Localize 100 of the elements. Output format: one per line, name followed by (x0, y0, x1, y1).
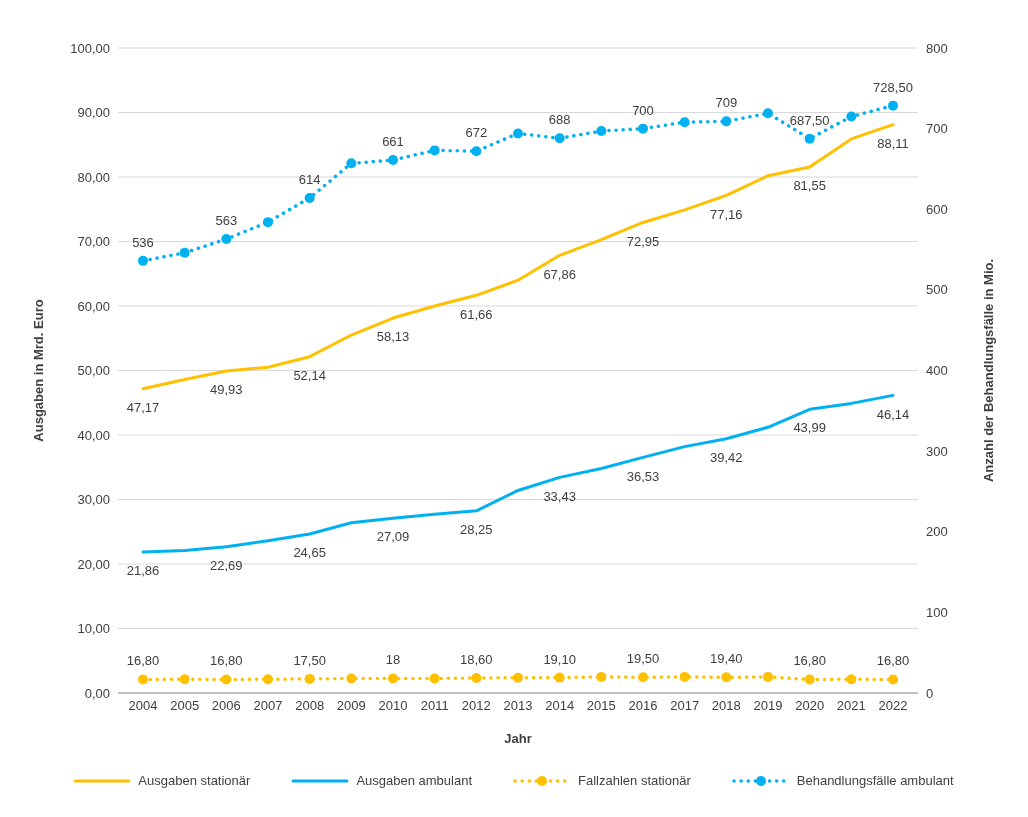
data-label: 688 (548, 112, 571, 128)
point (763, 671, 773, 682)
data-label: 16,80 (126, 653, 160, 669)
y2-tick-label: 700 (926, 121, 948, 137)
legend-label: Fallzahlen stationär (578, 773, 691, 788)
point (679, 117, 690, 128)
x-tick-label: 2007 (253, 698, 283, 714)
point (346, 673, 357, 684)
y-tick-label: 60,00 (77, 298, 110, 314)
legend-label: Ausgaben stationär (138, 773, 251, 788)
point (554, 133, 565, 144)
point (721, 116, 732, 127)
point (179, 247, 190, 258)
point (388, 673, 398, 684)
y2-tick-label: 400 (926, 363, 948, 379)
point (888, 674, 898, 685)
y-tick-label: 40,00 (77, 427, 110, 443)
data-label: 536 (132, 234, 154, 250)
x-tick-label: 2010 (378, 698, 408, 714)
x-axis-title: Jahr (504, 731, 532, 746)
data-label: 728,50 (873, 79, 913, 95)
y2-tick-label: 800 (926, 40, 948, 56)
data-label: 36,53 (626, 468, 660, 484)
x-tick-label: 2005 (170, 698, 200, 714)
point (721, 672, 732, 683)
x-tick-label: 2004 (128, 698, 158, 714)
data-label: 39,42 (710, 449, 743, 465)
data-label: 700 (632, 102, 654, 118)
x-tick-label: 2008 (295, 698, 325, 714)
data-label: 614 (298, 171, 321, 187)
data-label: 18,60 (460, 652, 493, 667)
x-tick-label: 2006 (211, 698, 241, 714)
data-label: 563 (215, 213, 238, 229)
data-label: 16,80 (793, 653, 826, 669)
point (846, 674, 857, 685)
point (513, 128, 523, 139)
data-label: 22,69 (210, 557, 243, 573)
data-label: 33,43 (543, 488, 576, 504)
legend-label: Behandlungsfälle ambulant (796, 773, 954, 788)
point (304, 192, 315, 203)
y2-tick-label: 100 (926, 604, 948, 620)
point (804, 133, 815, 144)
y-tick-label: 90,00 (77, 105, 110, 121)
data-label: 58,13 (376, 329, 410, 345)
x-tick-label: 2017 (670, 698, 700, 714)
data-label: 16,80 (876, 653, 910, 669)
y2-tick-label: 0 (926, 685, 934, 701)
point (596, 126, 607, 137)
data-label: 709 (715, 95, 738, 111)
y-tick-label: 0,00 (84, 685, 110, 701)
point (804, 674, 815, 685)
y2-tick-label: 500 (926, 282, 948, 298)
data-label: 72,95 (626, 233, 660, 249)
y-tick-label: 80,00 (77, 169, 110, 185)
data-label: 61,66 (460, 306, 493, 322)
data-label: 687,50 (789, 112, 830, 128)
data-label: 77,16 (710, 206, 743, 222)
y-tick-label: 30,00 (77, 492, 110, 508)
point (513, 672, 523, 683)
point (263, 217, 273, 228)
data-label: 28,25 (460, 522, 493, 538)
y-tick-label: 10,00 (77, 621, 110, 637)
point (263, 674, 273, 685)
y-tick-label: 70,00 (77, 234, 110, 250)
x-tick-label: 2020 (795, 698, 825, 714)
x-tick-label: 2019 (753, 698, 783, 714)
data-label: 27,09 (376, 529, 410, 545)
x-tick-label: 2021 (836, 698, 866, 714)
point (179, 674, 190, 685)
y2-tick-label: 300 (926, 443, 948, 459)
x-tick-label: 2015 (586, 698, 616, 714)
data-label: 19,10 (543, 651, 576, 667)
point (638, 123, 648, 134)
data-label: 67,86 (543, 266, 576, 282)
y-axis-title: Ausgaben in Mrd. Euro (30, 299, 46, 442)
data-label: 49,93 (210, 382, 243, 398)
point (221, 234, 232, 245)
x-tick-label: 2009 (336, 698, 366, 714)
y-tick-label: 20,00 (77, 556, 110, 572)
data-label: 672 (465, 125, 488, 141)
legend-label: Ausgaben ambulant (356, 773, 473, 788)
y2-tick-label: 600 (926, 201, 948, 217)
y-tick-label: 50,00 (77, 363, 110, 379)
data-label: 17,50 (293, 652, 326, 668)
data-label: 43,99 (793, 420, 826, 436)
point (304, 673, 315, 684)
x-tick-label: 2014 (545, 698, 575, 714)
point (138, 674, 148, 685)
data-label: 19,50 (626, 651, 660, 667)
data-label: 81,55 (793, 178, 826, 194)
point (429, 673, 440, 684)
point (429, 145, 440, 156)
data-label: 24,65 (293, 545, 326, 561)
x-tick-label: 2011 (420, 698, 449, 714)
point (471, 146, 482, 157)
data-label: 19,40 (710, 651, 743, 667)
point (138, 255, 148, 266)
point (471, 673, 482, 683)
point (346, 158, 357, 169)
point (638, 672, 648, 683)
